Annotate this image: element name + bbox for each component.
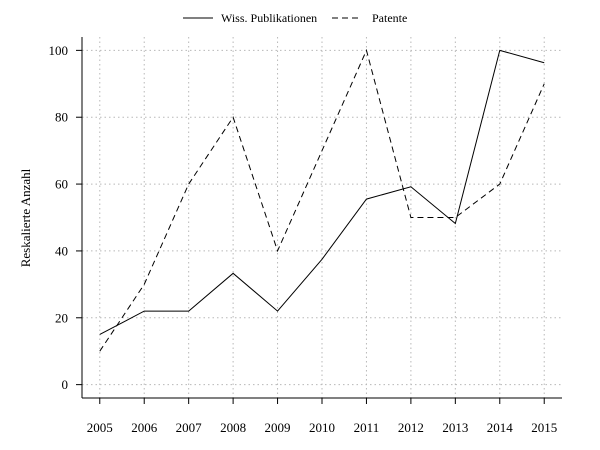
x-ticks: 2005 2006 2007 2008 2009 2010 2011 2012 2013 2014…: [87, 398, 557, 435]
x-tick-label: 2015: [531, 420, 557, 435]
y-tick-label: 60: [55, 177, 68, 192]
y-tick-label: 20: [55, 310, 68, 325]
legend-label-2: Patente: [372, 11, 407, 25]
x-tick-label: 2010: [309, 420, 335, 435]
series-line-2: [99, 48, 545, 352]
y-ticks: 0 20 40 60 80 100: [49, 43, 82, 392]
grid: [82, 37, 562, 398]
x-tick-label: 2011: [354, 420, 380, 435]
x-tick-label: 2013: [442, 420, 468, 435]
y-axis-title: Reskalierte Anzahl: [18, 168, 33, 267]
series-line-1: [99, 49, 545, 335]
y-tick-label: 0: [62, 377, 69, 392]
y-tick-label: 100: [49, 43, 69, 58]
x-tick-label: 2012: [398, 420, 424, 435]
x-tick-label: 2005: [87, 420, 113, 435]
legend-label-1: Wiss. Publikationen: [221, 11, 317, 25]
legend: Wiss. Publikationen Patente: [183, 11, 407, 25]
x-tick-label: 2006: [131, 420, 158, 435]
x-tick-label: 2014: [487, 420, 514, 435]
series: [99, 48, 545, 352]
x-tick-label: 2009: [265, 420, 291, 435]
x-tick-label: 2007: [176, 420, 203, 435]
y-tick-label: 40: [55, 243, 68, 258]
y-tick-label: 80: [55, 110, 68, 125]
x-tick-label: 2008: [220, 420, 246, 435]
